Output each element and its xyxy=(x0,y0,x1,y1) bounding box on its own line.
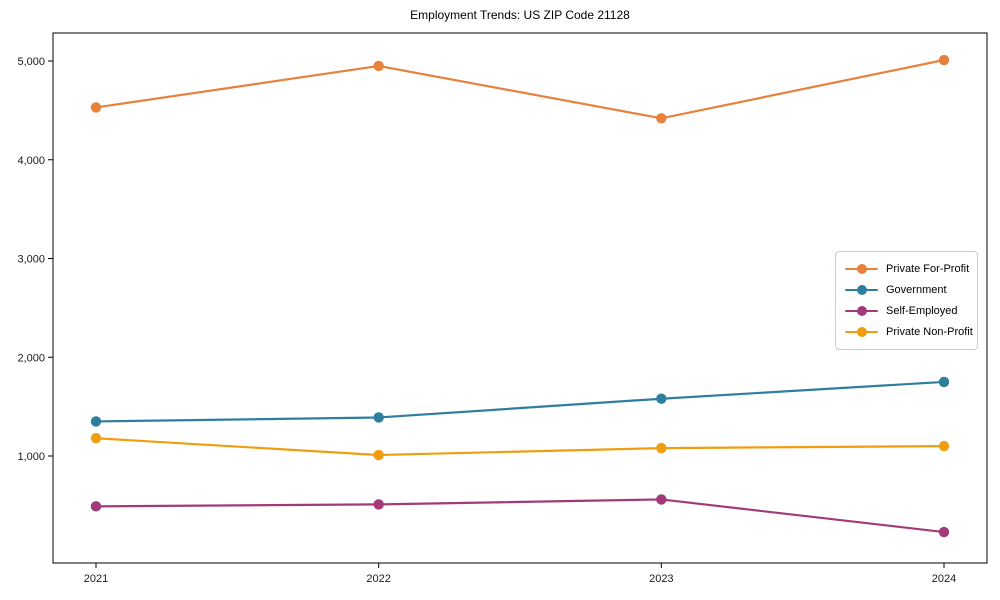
data-point-government-2024 xyxy=(938,376,950,388)
x-tick-label: 2023 xyxy=(649,573,673,585)
data-point-private-non-profit-2022 xyxy=(373,449,384,461)
legend-label: Private For-Profit xyxy=(886,262,970,275)
y-tick-label: 3,000 xyxy=(17,254,45,266)
data-point-private-for-profit-2023 xyxy=(656,113,667,124)
x-tick-label: 2022 xyxy=(366,573,390,585)
data-point-private-non-profit-2023 xyxy=(656,442,667,454)
y-tick-label: 4,000 xyxy=(17,155,45,167)
legend-item-private-for-profit: Private For-Profit xyxy=(845,258,969,279)
legend-item-self-employed: Self-Employed xyxy=(845,300,969,321)
legend-label: Government xyxy=(886,283,947,296)
data-point-self-employed-2023 xyxy=(656,494,667,505)
data-point-private-for-profit-2021 xyxy=(90,102,102,113)
legend-label: Self-Employed xyxy=(886,304,958,317)
data-point-private-for-profit-2024 xyxy=(938,54,950,66)
x-tick-label: 2021 xyxy=(84,573,108,585)
data-point-government-2022 xyxy=(373,412,384,423)
data-point-government-2021 xyxy=(90,416,102,427)
series-line-self-employed xyxy=(94,498,946,534)
plot-border xyxy=(52,32,988,564)
chart-title: Employment Trends: US ZIP Code 21128 xyxy=(410,8,630,22)
x-tick-label: 2024 xyxy=(932,573,956,585)
legend-item-government: Government xyxy=(845,279,969,300)
series-line-private-for-profit xyxy=(94,58,946,120)
data-point-private-for-profit-2022 xyxy=(373,60,384,72)
y-tick-label: 1,000 xyxy=(17,451,45,463)
legend-marker-icon xyxy=(845,326,878,337)
legend: Private For-Profit Government Self-Employe… xyxy=(835,251,978,350)
data-point-self-employed-2021 xyxy=(90,501,102,512)
legend-marker-icon xyxy=(845,284,878,295)
series-line-government xyxy=(94,380,946,423)
series-line-private-non-profit xyxy=(94,437,946,457)
legend-marker-icon xyxy=(845,263,878,274)
data-point-self-employed-2024 xyxy=(938,526,950,538)
legend-label: Private Non-Profit xyxy=(886,325,973,338)
y-tick-label: 5,000 xyxy=(17,56,45,68)
data-point-self-employed-2022 xyxy=(373,499,384,510)
legend-marker-icon xyxy=(845,305,878,316)
legend-item-private-non-profit: Private Non-Profit xyxy=(845,321,973,342)
data-point-private-non-profit-2024 xyxy=(938,440,950,452)
y-tick-label: 2,000 xyxy=(17,352,45,364)
data-point-government-2023 xyxy=(656,393,667,404)
data-point-private-non-profit-2021 xyxy=(90,433,102,444)
